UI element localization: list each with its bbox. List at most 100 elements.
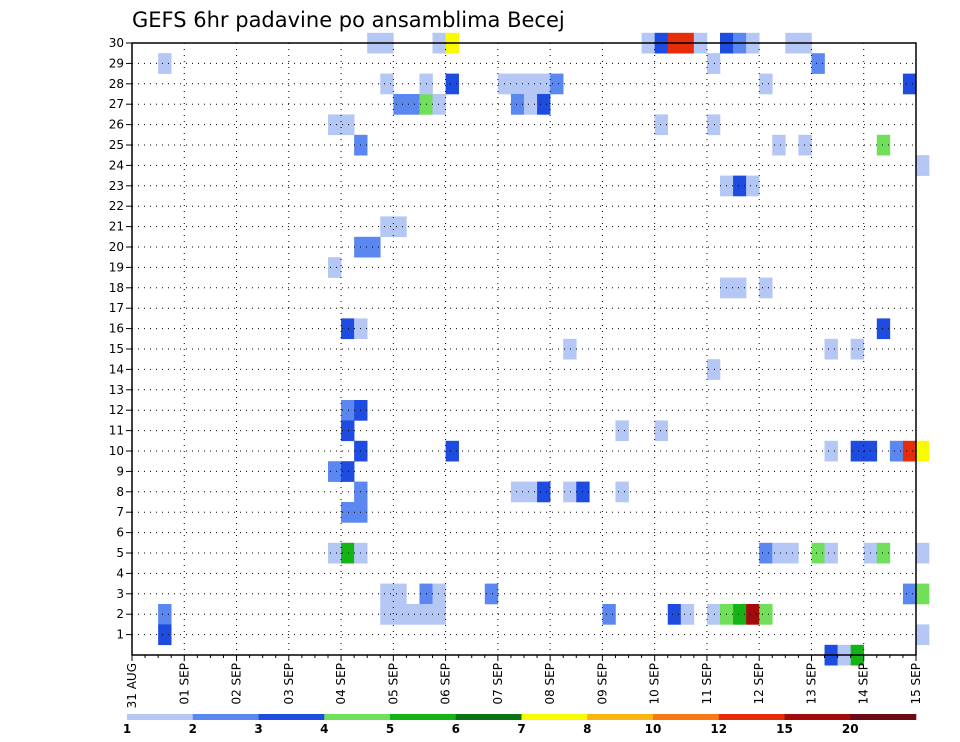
x-tick-label: 13 SEP bbox=[804, 663, 818, 705]
y-tick-label: 29 bbox=[109, 56, 124, 70]
heatmap-cell bbox=[916, 624, 930, 646]
heatmap-cell bbox=[680, 604, 695, 625]
heatmap-cell bbox=[759, 277, 773, 299]
y-tick-label: 24 bbox=[109, 158, 124, 172]
heatmap-cell bbox=[772, 134, 786, 156]
heatmap-cell bbox=[811, 542, 825, 564]
heatmap-cell bbox=[902, 583, 917, 605]
y-tick-label: 8 bbox=[116, 485, 124, 499]
heatmap-cell bbox=[510, 73, 525, 95]
y-tick-label: 23 bbox=[109, 179, 124, 193]
heatmap-cell bbox=[733, 175, 747, 197]
y-tick-label: 16 bbox=[109, 322, 124, 336]
heatmap-cell bbox=[563, 338, 577, 360]
heatmap-cell bbox=[510, 94, 525, 115]
heatmap-cell bbox=[654, 420, 669, 442]
heatmap-cell bbox=[445, 440, 459, 462]
heatmap-cell bbox=[341, 318, 355, 340]
heatmap-cell bbox=[772, 542, 786, 564]
heatmap-cell bbox=[537, 94, 551, 115]
y-tick-label: 21 bbox=[109, 220, 124, 234]
heatmap-cell bbox=[537, 481, 551, 503]
heatmap-cell bbox=[889, 440, 904, 462]
heatmap-cell bbox=[876, 542, 891, 564]
legend-swatch bbox=[718, 714, 785, 720]
heatmap-cell bbox=[380, 73, 394, 95]
legend-swatch bbox=[390, 714, 457, 720]
y-tick-label: 28 bbox=[109, 77, 124, 91]
heatmap-cell bbox=[876, 134, 891, 156]
heatmap-cell bbox=[733, 277, 747, 299]
heatmap-cell bbox=[902, 73, 917, 95]
heatmap-cell bbox=[524, 481, 538, 503]
x-tick-label: 11 SEP bbox=[700, 663, 714, 705]
y-tick-label: 2 bbox=[116, 607, 124, 621]
heatmap-cells bbox=[158, 32, 930, 666]
legend-swatch bbox=[653, 714, 720, 720]
heatmap-cell bbox=[380, 604, 394, 625]
heatmap-cell bbox=[706, 604, 721, 625]
legend-label: 20 bbox=[842, 722, 859, 736]
y-tick-label: 10 bbox=[109, 444, 124, 458]
x-tick-label: 15 SEP bbox=[909, 663, 923, 705]
heatmap-cell bbox=[759, 73, 773, 95]
heatmap-cell bbox=[158, 53, 172, 74]
heatmap-cell bbox=[328, 461, 342, 482]
heatmap-cell bbox=[341, 400, 355, 421]
x-axis: 31 AUG 01 SEP 02 SEP 03 SEP 04 SEP 05 SEP 06 S… bbox=[125, 655, 923, 708]
heatmap-cell bbox=[393, 583, 407, 605]
heatmap-cell bbox=[432, 583, 446, 605]
x-tick-label: 14 SEP bbox=[857, 663, 871, 705]
x-tick-label: 02 SEP bbox=[230, 663, 244, 705]
y-tick-label: 20 bbox=[109, 240, 124, 254]
heatmap-cell bbox=[537, 73, 551, 95]
heatmap-cell bbox=[393, 94, 407, 115]
heatmap-cell bbox=[759, 604, 773, 625]
legend-swatch bbox=[850, 714, 917, 720]
legend-label: 1 bbox=[123, 722, 131, 736]
y-tick-label: 12 bbox=[109, 403, 124, 417]
heatmap-cell bbox=[341, 502, 355, 523]
heatmap-cell bbox=[602, 604, 616, 625]
y-tick-label: 9 bbox=[116, 464, 124, 478]
y-tick-label: 25 bbox=[109, 138, 124, 152]
y-tick-label: 13 bbox=[109, 383, 124, 397]
legend-label: 10 bbox=[645, 722, 662, 736]
x-tick-label: 06 SEP bbox=[439, 663, 453, 705]
legend-swatch bbox=[127, 714, 194, 720]
heatmap-cell bbox=[380, 583, 394, 605]
heatmap-cell bbox=[563, 481, 577, 503]
heatmap-cell bbox=[328, 542, 342, 564]
heatmap-cell bbox=[432, 604, 446, 625]
heatmap-cell bbox=[706, 53, 721, 74]
y-tick-label: 3 bbox=[116, 587, 124, 601]
heatmap-cell bbox=[615, 481, 629, 503]
heatmap-cell bbox=[746, 604, 760, 625]
y-tick-label: 17 bbox=[109, 301, 124, 315]
legend-swatch bbox=[258, 714, 325, 720]
legend-swatch bbox=[784, 714, 851, 720]
heatmap-cell bbox=[406, 604, 420, 625]
heatmap-cell bbox=[524, 73, 538, 95]
heatmap-cell bbox=[824, 542, 838, 564]
heatmap-cell bbox=[759, 542, 773, 564]
heatmap-cell bbox=[811, 53, 825, 74]
heatmap-cell bbox=[550, 73, 564, 95]
x-tick-label: 03 SEP bbox=[282, 663, 296, 705]
legend-label: 5 bbox=[386, 722, 394, 736]
heatmap-cell bbox=[341, 461, 355, 482]
y-tick-label: 15 bbox=[109, 342, 124, 356]
y-tick-label: 6 bbox=[116, 526, 124, 540]
heatmap-cell bbox=[341, 114, 355, 136]
y-tick-label: 18 bbox=[109, 281, 124, 295]
legend-label: 6 bbox=[452, 722, 460, 736]
color-legend: 1 2 3 4 5 6 7 8 10 12 15 20 bbox=[123, 714, 917, 736]
legend-label: 4 bbox=[320, 722, 328, 736]
legend-swatch bbox=[587, 714, 654, 720]
heatmap-cell bbox=[524, 94, 538, 115]
legend-label: 8 bbox=[583, 722, 591, 736]
x-tick-label: 12 SEP bbox=[752, 663, 766, 705]
heatmap-cell bbox=[367, 236, 381, 258]
heatmap-cell bbox=[916, 542, 930, 564]
